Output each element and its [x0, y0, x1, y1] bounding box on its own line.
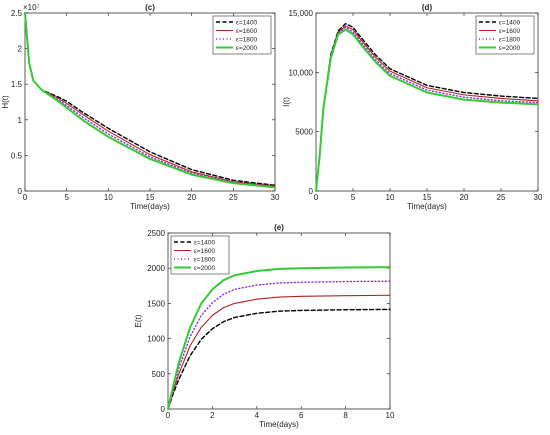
legend-entry: ε=2000 [194, 265, 216, 272]
chart-title: (c) [145, 3, 155, 12]
x-tick-label: 8 [343, 411, 348, 420]
chart-title: (d) [422, 3, 433, 12]
x-tick-label: 25 [229, 193, 238, 202]
y-tick-label: 1.5 [11, 80, 23, 89]
x-tick-label: 6 [299, 411, 304, 420]
x-tick-label: 0 [23, 193, 28, 202]
y-tick-label: 1 [18, 116, 23, 125]
legend-entry: ε=1800 [499, 36, 521, 43]
legend-entry: ε=2000 [499, 45, 521, 52]
x-tick-label: 15 [423, 193, 432, 202]
legend-entry: ε=1800 [236, 36, 258, 43]
x-tick-label: 2 [210, 411, 215, 420]
y-tick-label: 10,000 [289, 68, 314, 77]
series-line-4 [167, 266, 391, 410]
x-tick-label: 30 [534, 193, 543, 202]
x-tick-label: 5 [64, 193, 69, 202]
x-tick-label: 20 [460, 193, 469, 202]
chart-panel-e: 0 2 4 6 8 10 0 500 1000 1500 2000 2500 (e) Time(days)… [134, 223, 395, 429]
series-line-4 [315, 28, 539, 192]
y-tick-label: 0.5 [11, 151, 23, 160]
x-axis-label: Time(days) [407, 202, 447, 211]
x-tick-label: 10 [386, 411, 395, 420]
legend-entry: ε=1800 [194, 256, 216, 263]
y-tick-label: 0 [18, 187, 23, 196]
y-tick-label: 1000 [147, 335, 165, 344]
y-tick-label: 0 [309, 187, 314, 196]
y-axis-label: E(t) [134, 314, 143, 327]
series-line-2 [167, 294, 391, 410]
chart-panel-d: 0 5 10 15 20 25 30 0 5000 10,000 15,000 (d) Time(day… [282, 3, 543, 211]
x-axis-label: Time(days) [130, 202, 170, 211]
chart-panel-c: 0 5 10 15 20 25 30 0 0.5 1 1.5 2 2.5 (c) Time(days) H(t… [1, 3, 280, 211]
series-line-4 [24, 12, 276, 189]
legend-entry: ε=1400 [194, 239, 216, 246]
y-tick-label: 5000 [295, 128, 313, 137]
x-tick-label: 10 [386, 193, 395, 202]
x-tick-label: 20 [187, 193, 196, 202]
legend-entry: ε=2000 [236, 45, 258, 52]
x-tick-label: 0 [166, 411, 171, 420]
x-axis-label: Time(days) [259, 420, 299, 429]
x-tick-label: 25 [497, 193, 506, 202]
legend-entry: ε=1400 [499, 19, 521, 26]
x-tick-label: 30 [271, 193, 280, 202]
y-tick-label: 0 [161, 405, 166, 414]
y-exponent-label: ×10⁷ [23, 3, 40, 12]
legend-entry: ε=1600 [236, 28, 258, 35]
series-line-3 [167, 280, 391, 410]
y-tick-label: 500 [152, 370, 166, 379]
y-axis-label: I(t) [282, 97, 291, 107]
x-tick-label: 10 [104, 193, 113, 202]
y-tick-label: 2.5 [11, 9, 23, 18]
legend-entry: ε=1400 [236, 19, 258, 26]
series-line-1 [167, 308, 391, 410]
y-tick-label: 1500 [147, 299, 165, 308]
y-tick-label: 2000 [147, 264, 165, 273]
legend-entry: ε=1600 [194, 248, 216, 255]
legend-entry: ε=1600 [499, 28, 521, 35]
x-tick-label: 4 [255, 411, 260, 420]
x-tick-label: 0 [314, 193, 319, 202]
y-axis-label: H(t) [1, 95, 10, 109]
y-tick-label: 15,000 [289, 9, 314, 18]
series-line-3 [24, 12, 276, 188]
chart-title: (e) [274, 223, 284, 232]
x-tick-label: 15 [146, 193, 155, 202]
y-tick-label: 2 [18, 45, 23, 54]
x-tick-label: 5 [351, 193, 356, 202]
y-tick-label: 2500 [147, 229, 165, 238]
